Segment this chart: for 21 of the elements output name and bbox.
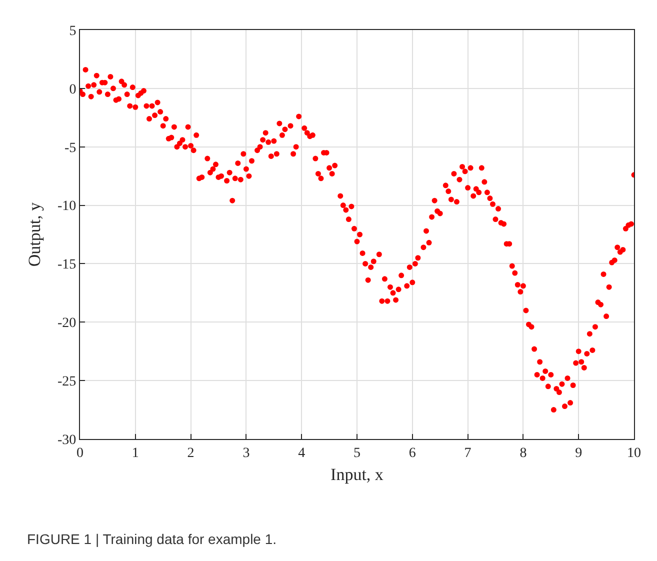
y-tick-label: -30 <box>58 432 76 448</box>
x-tick-label: 1 <box>132 446 139 461</box>
y-axis-title: Output, y <box>25 202 44 267</box>
y-tick-label: 0 <box>69 82 76 98</box>
y-tick-label: -10 <box>58 199 76 214</box>
x-axis-title: Input, x <box>330 465 384 484</box>
x-tick-label: 2 <box>187 446 194 461</box>
x-tick-label: 5 <box>354 446 360 461</box>
y-tick-label: -5 <box>64 140 76 156</box>
y-tick-label: 5 <box>69 24 76 39</box>
x-tick-label: 10 <box>627 446 641 461</box>
x-tick-label: 4 <box>298 446 306 461</box>
x-tick-label: 6 <box>408 446 416 461</box>
y-tick-label: -20 <box>58 316 76 332</box>
x-tick-label: 3 <box>242 446 250 461</box>
y-tick-label: -15 <box>58 258 76 273</box>
x-tick-label: 9 <box>575 446 582 461</box>
x-tick-label: 8 <box>520 446 527 461</box>
y-tick-label: -25 <box>58 374 76 390</box>
x-tick-label: 7 <box>464 446 472 461</box>
caption: FIGURE 1 | Training data for example 1. <box>27 531 277 547</box>
